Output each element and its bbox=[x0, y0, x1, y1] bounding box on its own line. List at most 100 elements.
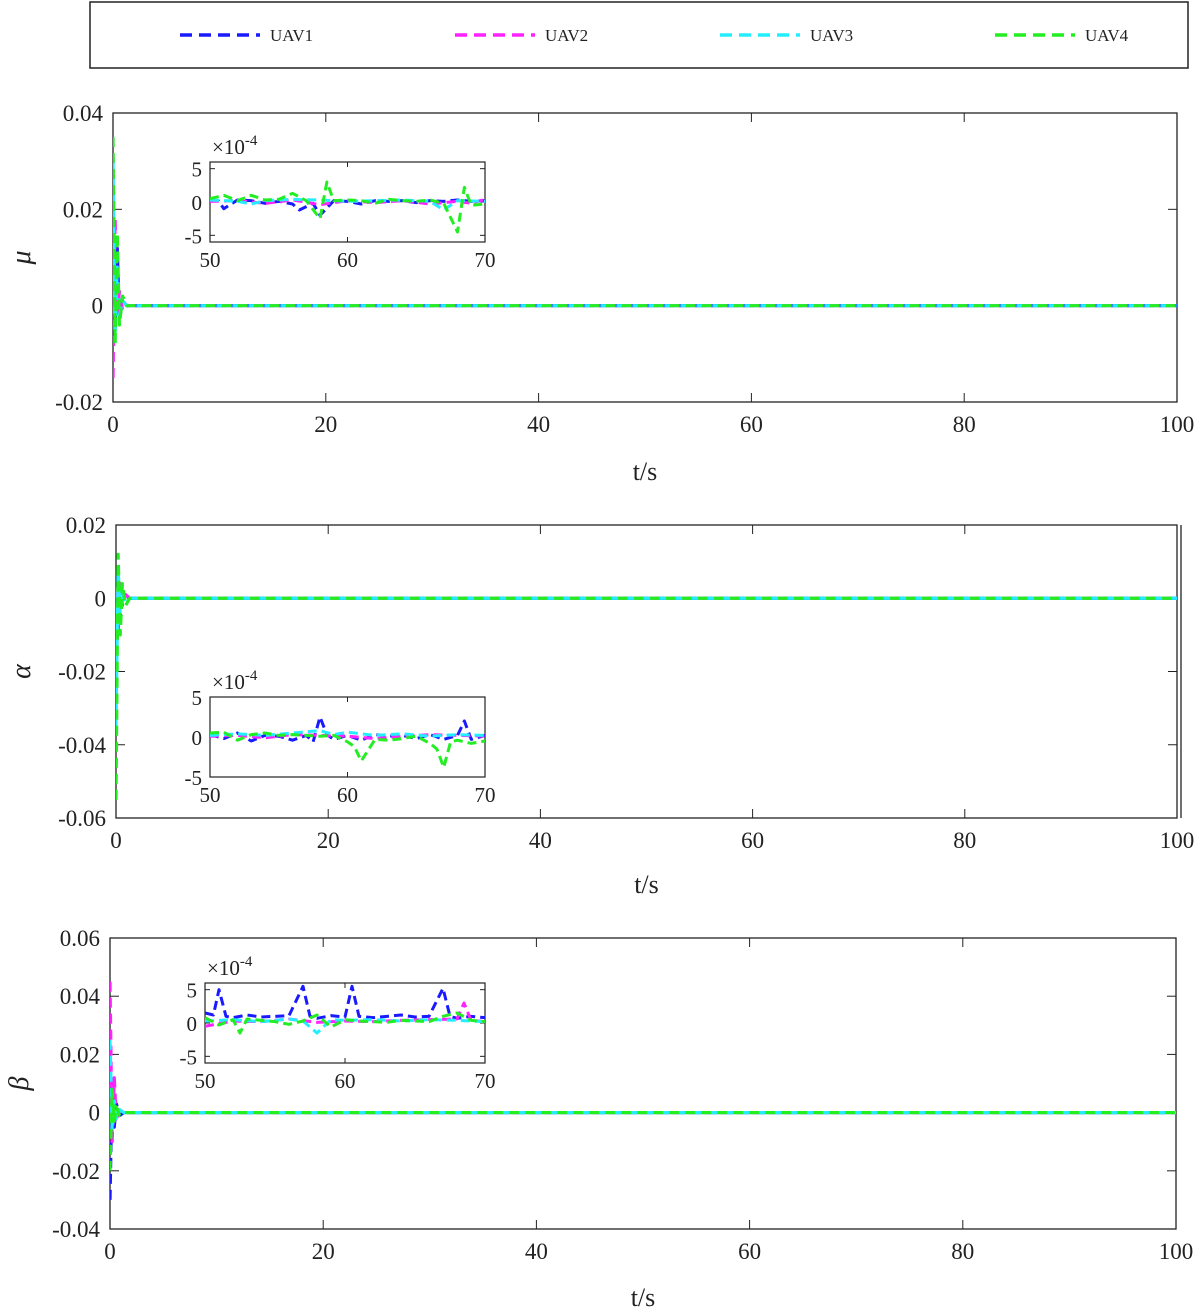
x-tick-label: 20 bbox=[312, 1239, 335, 1264]
y-axis-label: β bbox=[4, 1076, 35, 1091]
inset-multiplier: ×10-4 bbox=[207, 954, 253, 980]
x-tick-label: 40 bbox=[525, 1239, 548, 1264]
series-line-uav4 bbox=[113, 137, 1177, 346]
x-axis-label: t/s bbox=[631, 1283, 656, 1312]
x-tick-label: 60 bbox=[335, 1069, 356, 1093]
y-axis-label: μ bbox=[6, 250, 37, 265]
y-tick-label: -0.02 bbox=[58, 660, 106, 685]
x-tick-label: 0 bbox=[104, 1239, 116, 1264]
y-tick-label: 0 bbox=[187, 1012, 198, 1036]
multiplier-base: ×10 bbox=[207, 956, 240, 980]
x-tick-label: 70 bbox=[475, 248, 496, 272]
series-group bbox=[205, 984, 485, 1035]
y-axis-label: α bbox=[6, 663, 37, 679]
series-line-uav4 bbox=[116, 552, 1177, 800]
y-tick-label: -0.04 bbox=[52, 1217, 100, 1242]
multiplier-base: ×10 bbox=[212, 135, 245, 159]
x-tick-label: 70 bbox=[475, 1069, 496, 1093]
series-line-uav3 bbox=[210, 729, 485, 738]
x-tick-label: 80 bbox=[953, 828, 976, 853]
multiplier-exponent: -4 bbox=[245, 133, 258, 149]
y-tick-label: 0.02 bbox=[63, 197, 103, 222]
inset-multiplier: ×10-4 bbox=[212, 668, 258, 694]
x-tick-label: 60 bbox=[337, 248, 358, 272]
y-tick-label: 0.04 bbox=[63, 101, 104, 126]
y-tick-label: -0.02 bbox=[55, 390, 103, 415]
inset-frame bbox=[204, 982, 486, 1064]
y-tick-label: 0 bbox=[92, 294, 104, 319]
y-tick-label: -5 bbox=[185, 766, 203, 790]
x-tick-label: 50 bbox=[200, 783, 221, 807]
y-tick-label: -0.06 bbox=[58, 806, 106, 831]
legend-entry-uav4: UAV4 bbox=[995, 26, 1129, 45]
series-line-uav4 bbox=[210, 730, 485, 769]
x-tick-label: 60 bbox=[741, 828, 764, 853]
y-tick-label: 0.02 bbox=[60, 1042, 100, 1067]
series-group bbox=[110, 981, 1176, 1200]
series-line-uav4 bbox=[210, 180, 485, 234]
x-axis-label: t/s bbox=[633, 457, 658, 486]
x-tick-label: 100 bbox=[1160, 828, 1195, 853]
panel-beta: 0 20 40 60 80 100 -0.04 -0.02 0 0.02 0.04 0.06 t/s β 5… bbox=[4, 926, 1193, 1312]
x-tick-label: 40 bbox=[529, 828, 552, 853]
x-tick-label: 50 bbox=[200, 248, 221, 272]
y-tick-label: 0 bbox=[89, 1101, 101, 1126]
x-tick-label: 100 bbox=[1159, 1239, 1194, 1264]
multiplier-exponent: -4 bbox=[245, 668, 258, 684]
x-tick-label: 20 bbox=[314, 412, 337, 437]
legend-label: UAV3 bbox=[810, 26, 853, 45]
x-tick-label: 80 bbox=[953, 412, 976, 437]
y-tick-label: 0 bbox=[95, 586, 107, 611]
plot-frame bbox=[109, 937, 1177, 1230]
y-tick-label: -5 bbox=[180, 1045, 198, 1069]
x-tick-label: 60 bbox=[337, 783, 358, 807]
x-tick-label: 20 bbox=[317, 828, 340, 853]
series-line-uav1 bbox=[205, 984, 485, 1020]
multiplier-exponent: -4 bbox=[240, 954, 253, 970]
series-group bbox=[210, 715, 485, 769]
x-tick-label: 50 bbox=[195, 1069, 216, 1093]
x-tick-label: 70 bbox=[475, 783, 496, 807]
multiplier-base: ×10 bbox=[212, 670, 245, 694]
y-tick-label: 0 bbox=[192, 191, 203, 215]
series-line-uav4 bbox=[205, 1011, 485, 1035]
x-tick-label: 100 bbox=[1160, 412, 1195, 437]
series-group bbox=[116, 552, 1177, 800]
legend-entry-uav3: UAV3 bbox=[720, 26, 853, 45]
x-axis-label: t/s bbox=[634, 870, 659, 899]
legend-label: UAV2 bbox=[545, 26, 588, 45]
y-tick-label: -0.02 bbox=[52, 1159, 100, 1184]
y-tick-label: 5 bbox=[192, 158, 203, 182]
inset-multiplier: ×10-4 bbox=[212, 133, 258, 159]
legend-entry-uav2: UAV2 bbox=[455, 26, 588, 45]
x-tick-label: 80 bbox=[951, 1239, 974, 1264]
legend: UAV1 UAV2 UAV3 UAV4 bbox=[89, 1, 1189, 69]
y-tick-label: -0.04 bbox=[58, 733, 106, 758]
y-tick-label: 5 bbox=[187, 979, 198, 1003]
legend-label: UAV4 bbox=[1085, 26, 1129, 45]
y-tick-label: 0.02 bbox=[66, 513, 106, 538]
plot-frame bbox=[112, 112, 1178, 403]
series-group bbox=[113, 137, 1177, 378]
x-tick-label: 60 bbox=[738, 1239, 761, 1264]
x-tick-label: 0 bbox=[110, 828, 122, 853]
y-tick-label: 0.06 bbox=[60, 926, 100, 951]
series-group bbox=[210, 180, 485, 234]
y-tick-label: -5 bbox=[185, 224, 203, 248]
x-tick-label: 40 bbox=[527, 412, 550, 437]
series-line-uav4 bbox=[110, 1087, 1176, 1171]
x-tick-label: 0 bbox=[107, 412, 119, 437]
y-tick-label: 0 bbox=[192, 726, 203, 750]
x-tick-label: 60 bbox=[740, 412, 763, 437]
legend-entry-uav1: UAV1 bbox=[180, 26, 313, 45]
series-line-uav3 bbox=[110, 1039, 1176, 1132]
legend-label: UAV1 bbox=[270, 26, 313, 45]
y-tick-label: 5 bbox=[192, 686, 203, 710]
